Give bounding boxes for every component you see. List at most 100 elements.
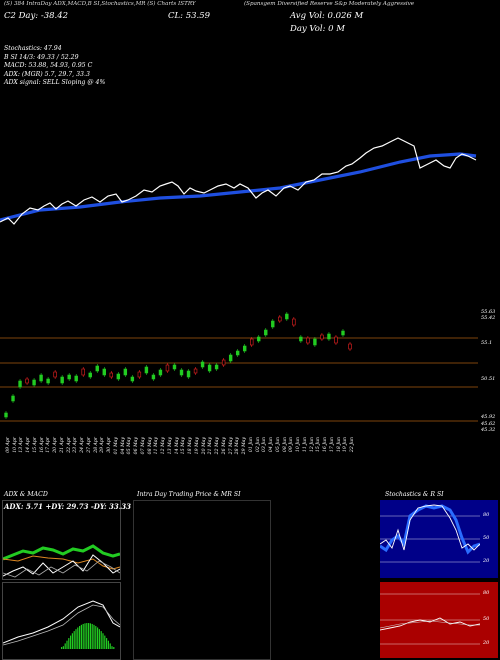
x-axis-label: 28 Apr: [93, 437, 99, 453]
candle-body: [4, 412, 8, 418]
candle-body: [235, 350, 240, 356]
y-label-2: 55.42: [481, 315, 496, 321]
x-axis-label: 10 Apr: [12, 437, 18, 453]
rsi-label-20: 20: [483, 640, 490, 646]
x-axis-label: 23 Apr: [73, 437, 79, 453]
candle-body: [88, 372, 92, 378]
x-axis-label: 09 Apr: [6, 437, 11, 453]
candlestick-chart: [0, 312, 478, 422]
candle-body: [60, 376, 64, 384]
candle-body: [18, 380, 22, 388]
macd-histogram-bar: [86, 623, 88, 649]
candle-body: [186, 370, 191, 378]
indicator-block: Stochastics: 47.94 B SI 14/3: 49.33 / 52…: [4, 45, 105, 88]
ma-chart: [0, 137, 477, 225]
ma-line: [0, 152, 477, 222]
candle-body: [32, 379, 36, 386]
macd-histogram-bar: [73, 631, 75, 649]
candle-body: [207, 364, 212, 372]
macd-histogram-bar: [97, 627, 99, 649]
candle-body: [81, 368, 85, 376]
y-label-7: 45.32: [481, 427, 496, 433]
y-label-6: 45.62: [481, 421, 496, 427]
x-axis-label: 01 May: [113, 437, 119, 455]
macd-histogram-bar: [106, 638, 108, 649]
x-axis-label: 14 May: [174, 437, 180, 455]
x-axis-label: 12 May: [161, 437, 167, 455]
x-axis-label: 17 Jun: [329, 437, 335, 453]
candle-body: [299, 336, 303, 342]
x-axis-label: 10 Jun: [296, 437, 302, 453]
candle-body: [257, 336, 261, 342]
macd-histogram-bar: [77, 627, 79, 649]
candle-body: [130, 376, 135, 382]
x-axis-label: 16 Apr: [39, 437, 45, 453]
x-axis-label: 11 Jun: [302, 437, 308, 453]
candle-body: [327, 333, 331, 340]
header-line-1b: (Spansgem Diversified Reserve S&p Modera…: [244, 1, 415, 7]
x-axis-label: 13 Apr: [19, 437, 25, 453]
candle-body: [151, 374, 156, 380]
rsi-label-80: 80: [483, 590, 490, 596]
macd-histogram-bar: [80, 624, 82, 649]
candle-body: [11, 395, 15, 402]
candle-body: [278, 316, 282, 322]
macd-histogram-bar: [93, 624, 95, 649]
candle-body: [46, 378, 50, 384]
indicator-rsi: B SI 14/3: 49.33 / 52.29: [4, 53, 79, 61]
x-axis-label: 15 May: [181, 437, 187, 455]
x-axis-label: 14 Apr: [26, 437, 32, 453]
header-day-vol: Day Vol: 0 M: [290, 24, 345, 34]
intraday-panel-title: Intra Day Trading Price & MR SI: [137, 491, 241, 498]
macd-histogram-bar: [84, 623, 86, 649]
macd-histogram-bar: [68, 638, 70, 649]
x-axis-label: 18 May: [188, 437, 194, 455]
candle-body: [102, 368, 106, 376]
x-axis-label: 18 Jun: [336, 437, 342, 453]
candle-body: [123, 368, 128, 376]
macd-histogram-bar: [98, 629, 100, 649]
macd-histogram-bar: [104, 635, 106, 649]
candle-body: [179, 369, 184, 376]
macd-histogram-bar: [64, 643, 66, 649]
x-axis-label: 19 Jun: [343, 437, 349, 453]
intraday-panel: [133, 500, 271, 660]
x-axis-label: 02 Jun: [255, 437, 261, 453]
macd-histogram-bar: [62, 646, 64, 649]
candle-body: [74, 375, 78, 382]
x-axis-label: 06 May: [134, 437, 140, 455]
candle-body: [116, 373, 121, 380]
x-axis-label: 22 May: [215, 437, 221, 455]
candle-body: [165, 364, 170, 372]
macd-histogram-bar: [70, 635, 72, 649]
candle-body: [292, 318, 296, 326]
x-axis-label: 08 Jun: [282, 437, 288, 453]
candle-body: [264, 329, 268, 336]
candle-body: [271, 320, 275, 328]
adx-lines: [3, 544, 120, 578]
x-axis-label: 19 May: [194, 437, 200, 455]
macd-histogram-bar: [95, 626, 97, 649]
candle-body: [313, 338, 317, 346]
y-label-5: 45.92: [481, 414, 496, 420]
indicator-adx: ADX: (MGR) 5.7, 29.7, 33.3: [4, 70, 90, 78]
x-axis-label: 20 May: [201, 437, 207, 455]
stochastics-panel: 80 50 20: [380, 500, 498, 578]
candle-body: [250, 338, 254, 346]
candle-body: [193, 368, 198, 374]
indicator-adx-signal: ADX signal: SELL Sloping @ 4%: [4, 79, 106, 86]
stoch-label-80: 80: [483, 512, 490, 518]
macd-histogram-bar: [75, 629, 77, 649]
candle-body: [320, 334, 324, 340]
x-axis-label: 05 May: [127, 437, 133, 455]
macd-histogram-bar: [107, 640, 109, 649]
x-axis-label: 24 Apr: [80, 437, 86, 453]
rsi-panel: 80 50 20: [380, 582, 498, 658]
x-axis-label: 16 Jun: [323, 437, 329, 453]
candle-body: [39, 374, 43, 382]
macd-histogram-bar: [111, 646, 113, 649]
candle-body: [228, 354, 233, 362]
x-axis-label: 07 May: [140, 437, 146, 455]
candle-body: [214, 364, 219, 370]
macd-histogram-bar: [102, 633, 104, 649]
